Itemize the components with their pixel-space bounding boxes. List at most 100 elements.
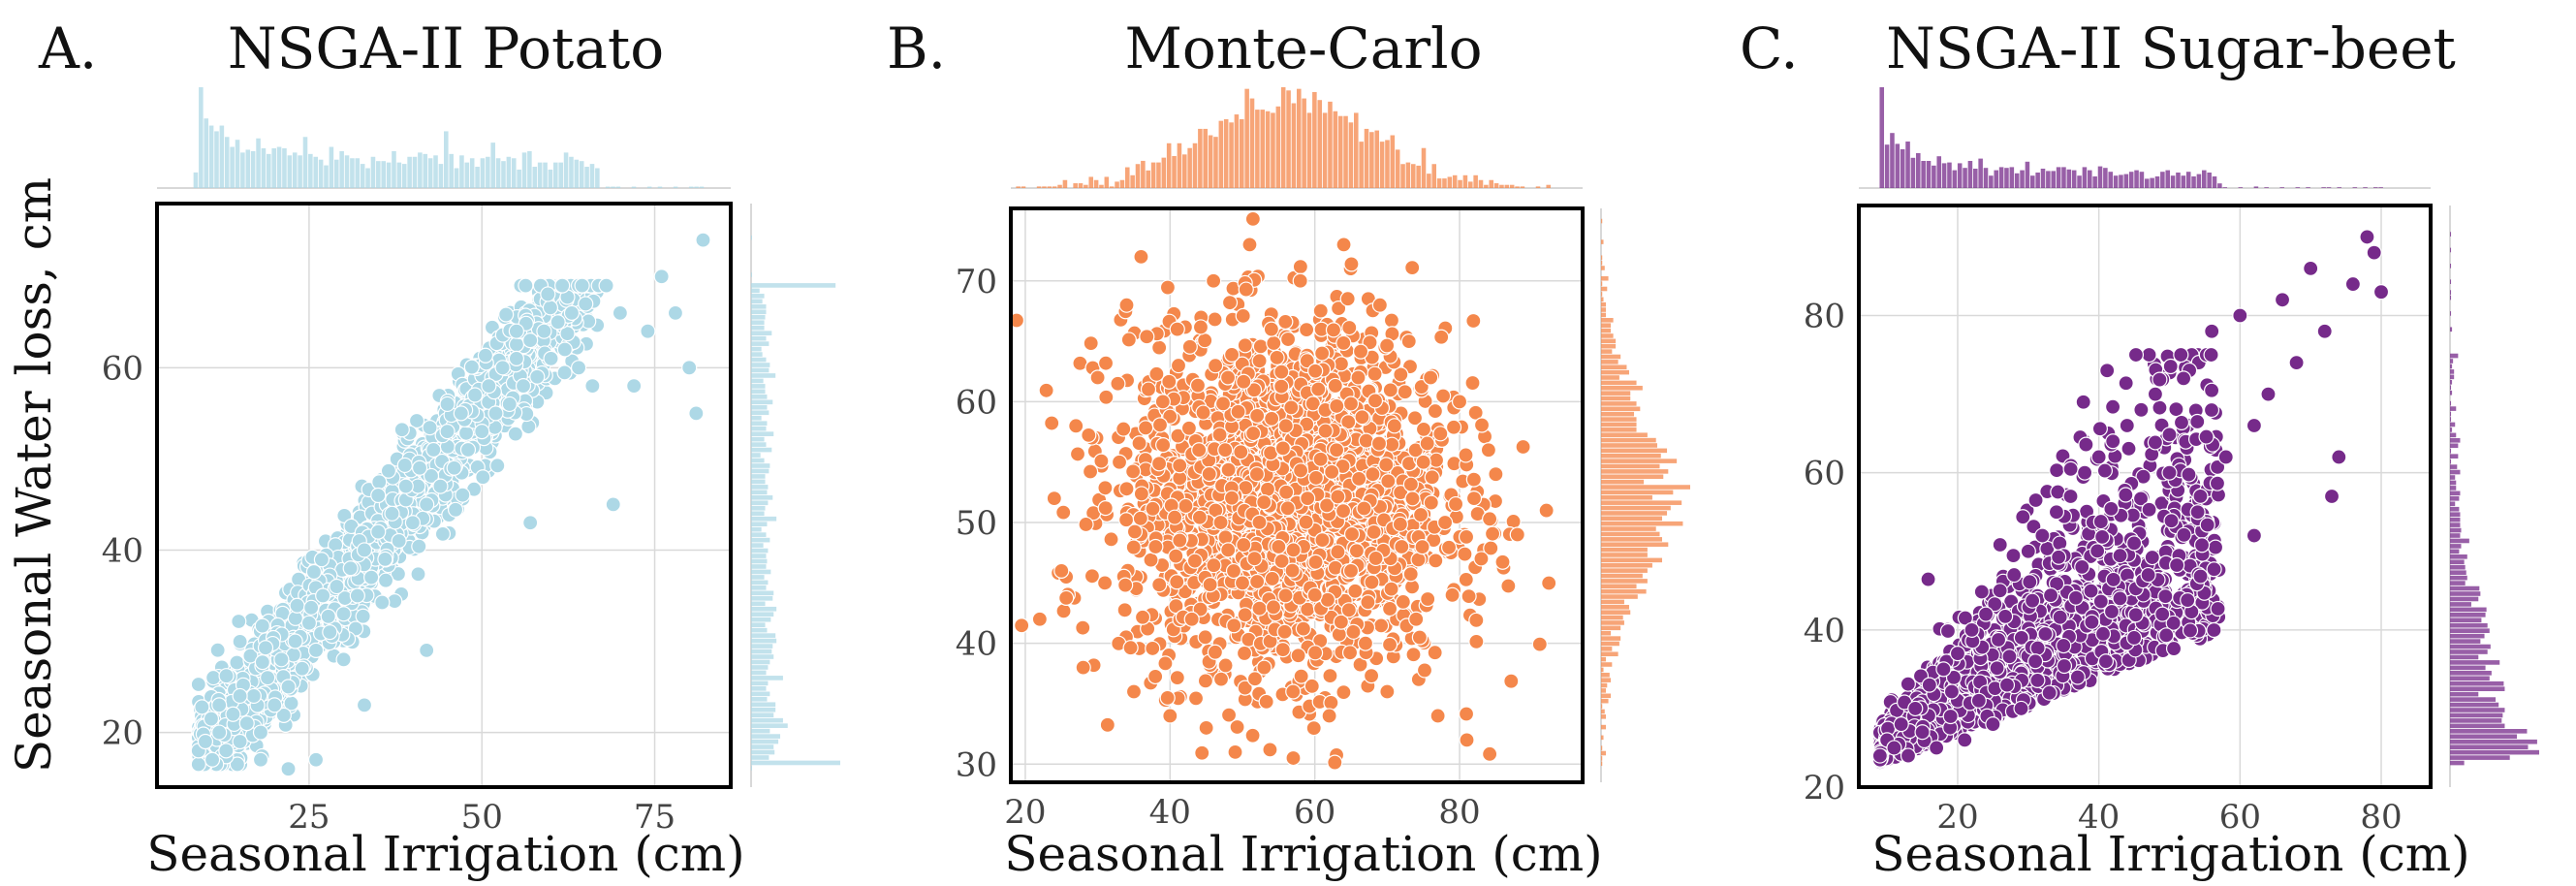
right-histogram-bar <box>1601 756 1603 761</box>
scatter-point <box>1125 539 1142 555</box>
scatter-point <box>419 496 435 513</box>
scatter-point <box>1447 495 1464 513</box>
scatter-point <box>1096 575 1114 591</box>
right-histogram-bar <box>1601 218 1603 224</box>
right-histogram-bar <box>751 495 773 500</box>
scatter-point <box>1189 377 1207 394</box>
scatter-point <box>1181 338 1198 355</box>
right-histogram-bar <box>1601 453 1661 459</box>
scatter-point <box>1206 557 1222 574</box>
scatter-point <box>1237 680 1253 696</box>
scatter-point <box>1259 481 1276 497</box>
top-histogram-bar <box>1218 120 1224 188</box>
top-histogram-bar <box>240 152 245 188</box>
right-histogram-bar <box>1601 636 1621 641</box>
scatter-point <box>1131 435 1147 452</box>
scatter-point <box>1404 260 1421 276</box>
scatter-point <box>1097 355 1115 371</box>
scatter-point <box>390 565 407 583</box>
top-histogram-bar <box>611 186 615 188</box>
scatter-point <box>294 660 310 677</box>
scatter-point <box>1011 312 1025 329</box>
right-histogram-bar <box>751 303 767 309</box>
scatter-point <box>1277 313 1294 331</box>
scatter-point <box>232 733 248 750</box>
right-histogram-bar <box>751 739 779 744</box>
scatter-point <box>1413 378 1429 396</box>
scatter-point <box>1366 523 1382 540</box>
top-histogram-bar <box>1489 179 1494 188</box>
scatter-point <box>257 640 274 656</box>
scatter-point <box>380 462 397 479</box>
scatter-point <box>349 587 365 604</box>
scatter-point <box>232 687 248 705</box>
scatter-point <box>1083 335 1099 352</box>
scatter-point <box>1249 407 1266 425</box>
x-tick-label: 40 <box>1149 793 1191 832</box>
scatter-point <box>1444 586 1461 603</box>
right-histogram-bar <box>751 707 776 712</box>
scatter-point <box>329 578 345 595</box>
scatter-point <box>508 323 524 339</box>
scatter-point <box>1038 382 1054 398</box>
scatter-point <box>1306 645 1324 661</box>
top-histogram-bar <box>1052 186 1057 188</box>
right-histogram-bar <box>1601 443 1657 448</box>
right-histogram-bar <box>1601 427 1637 432</box>
scatter-point <box>540 286 556 302</box>
scatter-point <box>1420 590 1436 608</box>
right-histogram-bar <box>1601 333 1614 338</box>
scatter-point <box>1330 489 1346 505</box>
scatter-point <box>411 538 427 554</box>
top-histogram-bar <box>699 186 705 188</box>
scatter-point <box>1217 442 1234 459</box>
top-histogram-bar <box>1328 101 1333 188</box>
top-histogram-bar <box>276 146 282 188</box>
scatter-point <box>1325 322 1342 338</box>
right-histogram-bar <box>751 564 767 569</box>
right-histogram-bar <box>751 235 752 240</box>
top-histogram-bar <box>1400 164 1405 188</box>
scatter-point <box>1233 444 1249 460</box>
scatter-point <box>273 651 290 668</box>
scatter-point <box>1116 602 1133 618</box>
scatter-point <box>1172 458 1188 474</box>
top-histogram-bar <box>344 155 350 188</box>
scatter-point <box>1220 542 1237 558</box>
scatter-point <box>1241 237 1258 253</box>
top-histogram-bar <box>501 161 506 188</box>
right-histogram-bar <box>751 421 768 427</box>
top-histogram-bar <box>245 149 251 188</box>
top-histogram-bar <box>1405 162 1411 188</box>
top-histogram-bar <box>454 168 459 188</box>
top-histogram-bar <box>1249 98 1255 188</box>
scatter-point <box>254 617 270 634</box>
scatter-point <box>1295 620 1311 637</box>
top-histogram-bar <box>1156 162 1161 188</box>
scatter-point <box>1211 427 1228 443</box>
scatter-point <box>1075 619 1091 636</box>
right-histogram-bar <box>1601 312 1607 318</box>
right-histogram-bar <box>1601 343 1617 349</box>
scatter-point <box>1099 716 1115 733</box>
top-histogram-bar <box>1369 132 1374 188</box>
scatter-point <box>1343 525 1361 543</box>
right-histogram-bar <box>1601 463 1660 469</box>
scatter-point <box>1357 635 1374 651</box>
scatter-point <box>1318 497 1335 514</box>
right-histogram-bar <box>751 399 773 405</box>
right-histogram-bar <box>1601 469 1669 474</box>
right-histogram-bar <box>1601 380 1637 386</box>
scatter-point <box>1122 640 1139 656</box>
top-histogram-bar <box>256 138 261 188</box>
right-histogram-bar <box>751 760 840 766</box>
scatter-point <box>1245 425 1262 442</box>
scatter-point <box>229 654 245 671</box>
scatter-point <box>1191 442 1208 459</box>
right-histogram-bar <box>1601 266 1605 270</box>
scatter-point <box>356 542 373 558</box>
top-histogram-bar <box>1084 184 1088 188</box>
right-histogram-bar <box>1601 490 1674 495</box>
top-histogram-bar <box>449 153 454 188</box>
